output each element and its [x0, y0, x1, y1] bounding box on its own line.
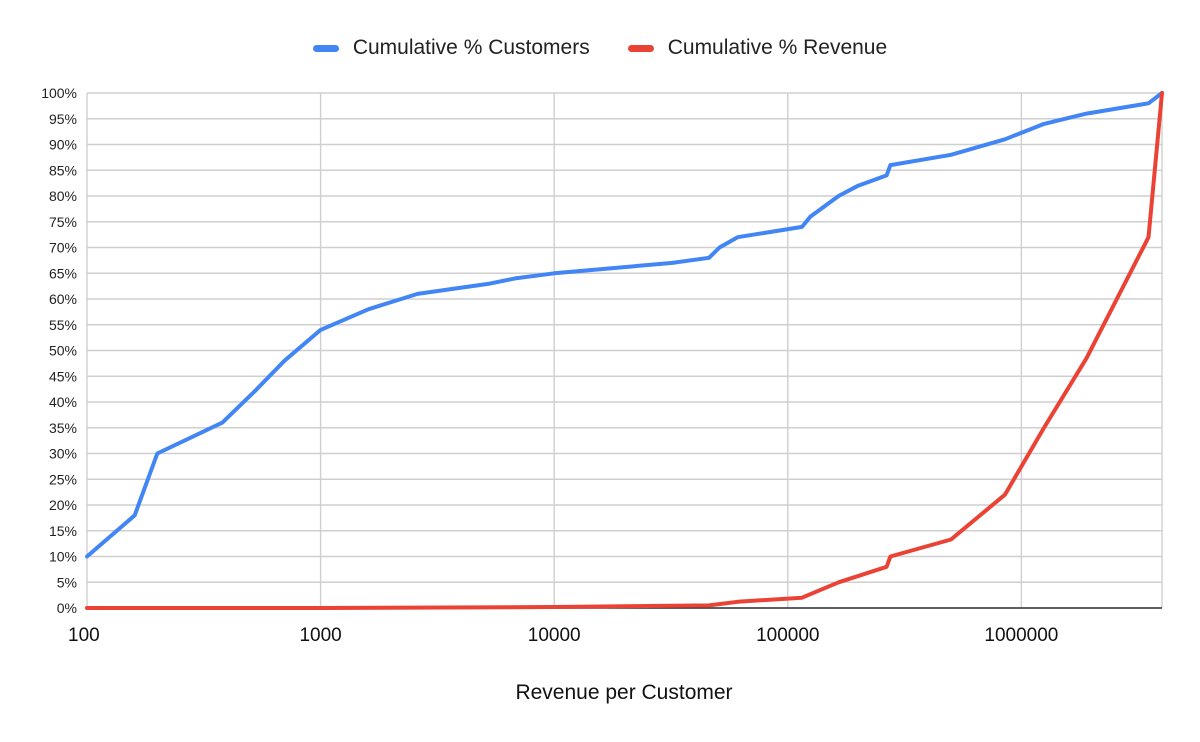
series-lines: [85, 91, 1164, 610]
y-tick-label: 55%: [49, 317, 77, 333]
y-tick-label: 60%: [49, 291, 77, 307]
y-tick-label: 35%: [49, 420, 77, 436]
y-tick-label: 15%: [49, 523, 77, 539]
y-tick-label: 40%: [49, 394, 77, 410]
y-tick-label: 70%: [49, 240, 77, 256]
y-tick-label: 30%: [49, 446, 77, 462]
x-tick-label: 1000000: [984, 625, 1058, 646]
x-axis-ticks: 100 1000 10000 100000 1000000: [68, 625, 1058, 646]
y-tick-label: 45%: [49, 368, 77, 384]
y-tick-label: 95%: [49, 111, 77, 127]
y-tick-label: 80%: [49, 188, 77, 204]
x-axis-title: Revenue per Customer: [515, 681, 732, 704]
series-line-revenue: [85, 91, 1164, 610]
y-tick-label: 75%: [49, 214, 77, 230]
y-tick-label: 20%: [49, 497, 77, 513]
y-tick-label: 0%: [57, 600, 77, 616]
y-tick-label: 5%: [57, 574, 77, 590]
legend-swatch-revenue: [627, 44, 654, 52]
x-tick-label: 100000: [756, 625, 819, 646]
legend-item-revenue[interactable]: Cumulative % Revenue: [627, 36, 888, 60]
legend-item-customers[interactable]: Cumulative % Customers: [312, 36, 590, 60]
y-tick-label: 100%: [41, 85, 77, 101]
y-axis-ticks: 0% 5% 10% 15% 20% 25% 30% 35% 40% 45% 50% 55% 60% 65%…: [41, 85, 77, 616]
legend-swatch-customers: [312, 44, 339, 52]
legend-label-revenue: Cumulative % Revenue: [667, 36, 888, 59]
x-tick-label: 1000: [299, 625, 341, 646]
x-tick-label: 10000: [528, 625, 581, 646]
grid: [86, 92, 1163, 609]
y-tick-label: 10%: [49, 549, 77, 565]
legend: Cumulative % Customers Cumulative % Reve…: [0, 34, 1200, 62]
series-line-customers: [85, 91, 1164, 559]
y-tick-label: 65%: [49, 265, 77, 281]
y-tick-label: 25%: [49, 471, 77, 487]
x-tick-label: 100: [68, 625, 100, 646]
y-tick-label: 85%: [49, 162, 77, 178]
y-tick-label: 90%: [49, 137, 77, 153]
legend-label-customers: Cumulative % Customers: [352, 36, 590, 59]
y-tick-label: 50%: [49, 343, 77, 359]
